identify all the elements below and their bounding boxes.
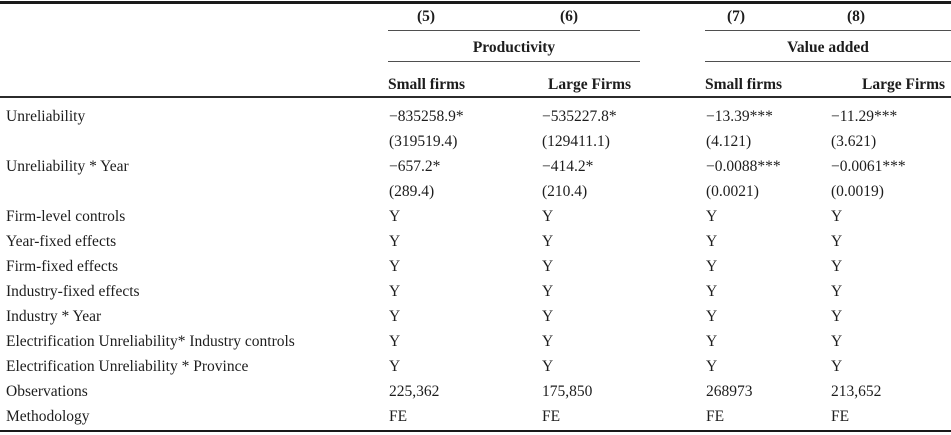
cell-col8: Y: [831, 358, 843, 375]
cell-col6: Y: [542, 358, 554, 375]
row-label: Unreliability * Year: [6, 158, 129, 175]
cell-col7: −0.0088***: [706, 158, 781, 175]
cell-col5: (319519.4): [389, 133, 458, 150]
cell-col6: Y: [542, 333, 554, 350]
row-label: Observations: [6, 383, 88, 400]
cell-col5: Y: [389, 258, 401, 275]
row-label: Electrification Unreliability * Province: [6, 358, 249, 375]
cell-col6: 175,850: [542, 383, 593, 400]
table-row: Firm-level controls Y Y Y Y: [0, 204, 951, 229]
cell-col6: FE: [542, 408, 561, 425]
cell-col5: Y: [389, 308, 401, 325]
table-row: Electrification Unreliability* Industry …: [0, 329, 951, 354]
table-row: Electrification Unreliability * Province…: [0, 354, 951, 379]
cell-col8: Y: [831, 333, 843, 350]
cell-col6: −414.2*: [542, 158, 594, 175]
table-row: Methodology FE FE FE FE: [0, 404, 951, 429]
column-number-7: (7): [727, 8, 746, 25]
row-label: Firm-level controls: [6, 208, 126, 225]
row-label: [0, 179, 389, 204]
cell-col5: Y: [389, 283, 401, 300]
subheader-large-firms-value-added: Large Firms: [862, 76, 946, 93]
group-productivity-bottom-rule: [388, 61, 640, 63]
cell-col6: Y: [542, 308, 554, 325]
table-bottom-rule: [0, 430, 951, 432]
row-label: Methodology: [6, 408, 90, 425]
group-value-added-top-rule: [705, 30, 951, 32]
cell-col7: Y: [706, 258, 718, 275]
column-number-8: (8): [847, 8, 866, 25]
cell-col8: −11.29***: [831, 108, 898, 125]
cell-col7: 268973: [706, 383, 753, 400]
table-row: Unreliability −835258.9* −535227.8* −13.…: [0, 104, 951, 129]
cell-col7: Y: [706, 358, 718, 375]
table-row: Year-fixed effects Y Y Y Y: [0, 229, 951, 254]
row-label: Unreliability: [6, 108, 86, 125]
row-label: Year-fixed effects: [6, 233, 117, 250]
table-row: Industry-fixed effects Y Y Y Y: [0, 279, 951, 304]
table-top-rule: [0, 1, 951, 4]
cell-col8: Y: [831, 208, 843, 225]
cell-col7: (0.0021): [706, 183, 759, 200]
cell-col7: Y: [706, 283, 718, 300]
cell-col7: Y: [706, 308, 718, 325]
group-label-value-added: Value added: [787, 39, 869, 56]
table-row: (289.4) (210.4) (0.0021) (0.0019): [0, 179, 951, 204]
column-number-5: (5): [417, 8, 436, 25]
cell-col6: (129411.1): [542, 133, 610, 150]
group-label-productivity: Productivity: [472, 39, 556, 56]
row-label: Industry-fixed effects: [6, 283, 140, 300]
cell-col8: Y: [831, 258, 843, 275]
cell-col6: Y: [542, 258, 554, 275]
subheader-large-firms-productivity: Large Firms: [548, 76, 632, 93]
cell-col5: Y: [389, 208, 401, 225]
cell-col7: Y: [706, 208, 718, 225]
cell-col8: Y: [831, 308, 843, 325]
cell-col5: Y: [389, 333, 401, 350]
cell-col8: Y: [831, 283, 843, 300]
subheader-small-firms-value-added: Small firms: [705, 76, 783, 93]
cell-col8: 213,652: [831, 383, 882, 400]
table-row: (319519.4) (129411.1) (4.121) (3.621): [0, 129, 951, 154]
cell-col6: Y: [542, 283, 554, 300]
cell-col5: Y: [389, 233, 401, 250]
cell-col7: FE: [706, 408, 725, 425]
cell-col6: −535227.8*: [542, 108, 617, 125]
cell-col8: (0.0019): [831, 183, 884, 200]
subheader-small-firms-productivity: Small firms: [388, 76, 466, 93]
cell-col7: Y: [706, 233, 718, 250]
cell-col6: (210.4): [542, 183, 588, 200]
table-row: Unreliability * Year −657.2* −414.2* −0.…: [0, 154, 951, 179]
header-bottom-rule: [0, 96, 951, 98]
cell-col6: Y: [542, 233, 554, 250]
cell-col8: Y: [831, 233, 843, 250]
cell-col7: (4.121): [706, 133, 752, 150]
cell-col5: −835258.9*: [389, 108, 464, 125]
cell-col5: FE: [389, 408, 408, 425]
cell-col6: Y: [542, 208, 554, 225]
cell-col5: 225,362: [389, 383, 440, 400]
cell-col8: (3.621): [831, 133, 877, 150]
row-label: Firm-fixed effects: [6, 258, 119, 275]
cell-col8: FE: [831, 408, 850, 425]
cell-col5: −657.2*: [389, 158, 441, 175]
row-label: [0, 129, 389, 154]
group-productivity-top-rule: [388, 30, 640, 32]
cell-col7: −13.39***: [706, 108, 773, 125]
table-row: Industry * Year Y Y Y Y: [0, 304, 951, 329]
group-value-added-bottom-rule: [705, 61, 951, 63]
column-number-6: (6): [560, 8, 579, 25]
cell-col5: (289.4): [389, 183, 435, 200]
cell-col5: Y: [389, 358, 401, 375]
row-label: Electrification Unreliability* Industry …: [6, 333, 295, 350]
table-row: Observations 225,362 175,850 268973 213,…: [0, 379, 951, 404]
cell-col7: Y: [706, 333, 718, 350]
cell-col8: −0.0061***: [831, 158, 906, 175]
table-row: Firm-fixed effects Y Y Y Y: [0, 254, 951, 279]
row-label: Industry * Year: [6, 308, 102, 325]
